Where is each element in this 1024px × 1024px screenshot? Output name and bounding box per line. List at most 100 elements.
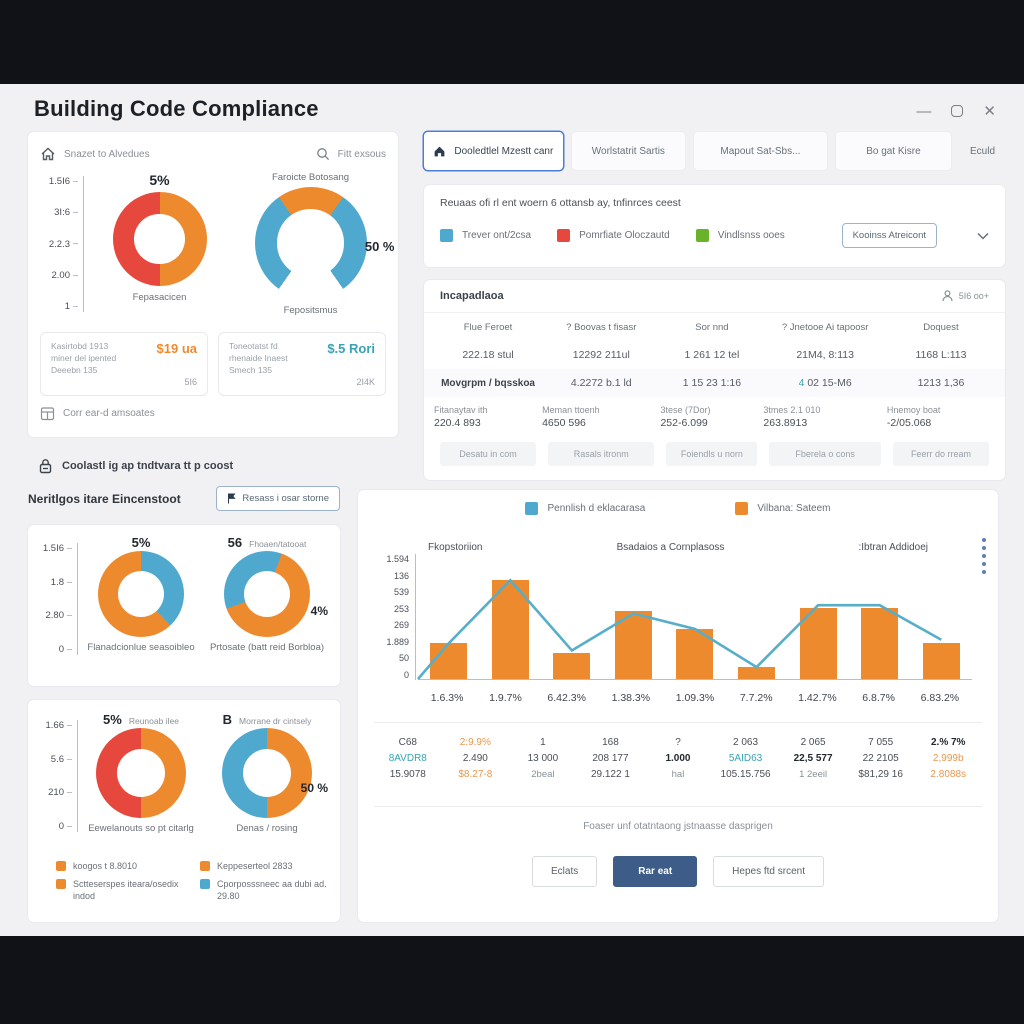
donut-caption: Prtosate (batt reid Borbloa)	[209, 642, 325, 653]
legend-swatch	[695, 229, 709, 242]
stat-value: hal	[671, 769, 685, 780]
stat-value: 2.8088s	[930, 769, 967, 780]
restore-button[interactable]	[951, 105, 964, 117]
table-row[interactable]: Movgrpm / bqsskoa 4.2272 b.1 ld 1 15 23 …	[424, 369, 1005, 397]
filter-title: Reuaas ofi rl ent woern 6 ottansb ay, tn…	[440, 197, 681, 209]
filter-legend-item: Pomrfiate Oloczautd	[557, 229, 670, 242]
overview-gauge-chart: Faroicte Botosang 50 % Fepositsmus	[235, 172, 395, 322]
stat-value: $81,29 16	[858, 769, 903, 780]
stat-value: 2,999b	[932, 753, 964, 764]
chart-stats-row: C68 8AVDR8 15.9078 2:9.9% 2.490 $8.27-8 1 13 00…	[374, 722, 982, 780]
secondary-button[interactable]: Eclats	[532, 856, 598, 887]
donut-chart	[96, 728, 186, 818]
row-action-button[interactable]: Feerr do rream	[892, 442, 989, 466]
stat-column: 2:9.9% 2.490 $8.27-8	[442, 737, 510, 780]
inspections-panel: Incapadlaoa 5I6 oo+ Flue Feroet ? Boovas…	[424, 280, 1005, 480]
y-tick-label: 1.594	[386, 554, 409, 564]
donut-chart	[98, 551, 184, 637]
grid-icon	[40, 406, 55, 421]
y-tick-label: 0	[403, 669, 409, 680]
bar	[861, 607, 899, 679]
primary-button[interactable]: Rar eat	[613, 856, 698, 887]
filter-dropdown-button[interactable]: Kooinss Atreicont	[841, 223, 937, 248]
stat-card: Toneotatst fd rhenaide Inaest Smech 135 …	[218, 332, 386, 396]
secondary-button[interactable]: Hepes ftd srcent	[713, 856, 824, 887]
page-title: Building Code Compliance	[34, 96, 319, 121]
stat-value: 208 177	[592, 753, 629, 764]
breadcrumb: Snazet to Alvedues	[64, 148, 150, 160]
stat-value: 2:9.9%	[459, 737, 491, 748]
stat-sub: 2I4K	[356, 377, 375, 387]
stat-line: rhenaide Inaest	[229, 352, 288, 363]
donut-caption: Denas / rosing	[236, 823, 298, 834]
donut-side-value: 50 %	[300, 780, 328, 795]
row-action-button[interactable]: Desatu in com	[440, 442, 537, 466]
chart-footer-buttons: Eclats Rar eat Hepes ftd srcent	[358, 856, 998, 887]
legend-item: Cporposssneec aa dubi ad. 29.80	[200, 878, 330, 902]
chart-bars	[418, 560, 972, 679]
table-meta: 5I6 oo+	[942, 290, 989, 302]
stat-line: Smech 135	[229, 364, 272, 375]
search-label[interactable]: Fitt exsous	[337, 148, 386, 160]
column-header[interactable]: Flue Feroet	[463, 321, 513, 333]
kebab-menu-icon[interactable]	[982, 538, 986, 574]
row-action-button[interactable]: Foiendls u norn	[666, 442, 758, 466]
row-action-button[interactable]: Rasals itronm	[548, 442, 655, 466]
donut-note: Reunoab ilee	[128, 716, 179, 726]
gauge-value: 50 %	[364, 238, 395, 254]
stat-column: 1 13 000 2beal	[509, 737, 577, 780]
stat-value: 29.122 1	[590, 769, 630, 780]
row-action-button[interactable]: Fberela o cons	[769, 442, 881, 466]
tab-worksheets[interactable]: Worlstatrit Sartis	[571, 132, 685, 170]
window-controls: — ✕	[916, 102, 996, 121]
gauge-chart	[254, 187, 367, 299]
stat-value: C68	[398, 737, 417, 748]
stat-value: 2beal	[531, 769, 555, 780]
column-header[interactable]: Doquest	[923, 321, 959, 333]
home-icon	[433, 145, 446, 158]
trend-line	[418, 560, 972, 679]
x-tick-label: 6.42.3%	[547, 692, 586, 704]
stat-value: 105.15.756	[720, 769, 771, 780]
x-tick-label: 1.09.3%	[675, 692, 715, 704]
tab-dashboard[interactable]: Dooledtlel Mzestt canr	[424, 132, 563, 170]
donut-value: 5%	[131, 535, 151, 550]
stat-column: C68 8AVDR8 15.9078	[374, 737, 442, 780]
gauge-caption: Fepositsmus	[283, 305, 338, 316]
tab-more[interactable]: Eculd	[970, 145, 996, 157]
table-row[interactable]: Fitanaytav ith 220.4 893 Meman ttoenh 4650…	[434, 405, 941, 429]
column-header[interactable]: ? Jnetooe Ai tapoosr	[781, 321, 869, 333]
minimize-button[interactable]: —	[916, 102, 932, 120]
column-header[interactable]: ? Boovas t fisasr	[566, 321, 637, 333]
legend-swatch	[557, 229, 571, 242]
chart-section-titles: Fkopstoriion Bsadaios a Cornplasoss :Ibt…	[428, 542, 928, 553]
reset-filter-button[interactable]: Resass i osar storne	[216, 486, 340, 511]
stat-card: Kasirtobd 1913 miner del ipented Deeebn …	[40, 332, 208, 396]
section-title: Neritlgos itare Eincenstoot	[28, 491, 181, 506]
overview-footer-label[interactable]: Corr ear-d amsoates	[63, 408, 155, 419]
y-tick-label: 269	[393, 620, 409, 631]
donut-chart	[222, 728, 312, 818]
stat-column: 7 055 22 2105 $81,29 16	[847, 737, 915, 780]
stat-value: 2 065	[800, 737, 826, 748]
tab-budget[interactable]: Bo gat Kisre	[835, 132, 952, 170]
bottom-y-axis: 1.66 5.6 210 0	[38, 720, 78, 832]
x-tick-label: 1.6.3%	[430, 692, 464, 704]
legend-swatch	[56, 879, 66, 890]
close-button[interactable]: ✕	[983, 103, 996, 120]
stat-column: 2 063 5AID63 105.15.756	[712, 737, 780, 780]
table-actions-row: Desatu in com Rasals itronm Foiendls u n…	[424, 437, 1005, 471]
stat-value: 2 063	[733, 737, 759, 748]
y-tick-label: 136	[393, 570, 409, 581]
search-icon[interactable]	[316, 147, 330, 161]
legend-swatch	[525, 502, 539, 515]
column-header[interactable]: Sor nnd	[695, 321, 729, 333]
tab-reports[interactable]: Mapout Sat-Sbs...	[693, 132, 827, 170]
table-row[interactable]: 222.18 stul 12292 211ul 1 261 12 tel 21M…	[462, 349, 967, 361]
stat-value: 1 2eeil	[799, 769, 828, 780]
bar	[430, 643, 468, 679]
chevron-down-icon[interactable]	[977, 232, 989, 240]
bottom-legend: koogos t 8.8010 Sctteserspes iteara/osed…	[38, 860, 330, 902]
donut-side-value: 4%	[310, 603, 328, 618]
